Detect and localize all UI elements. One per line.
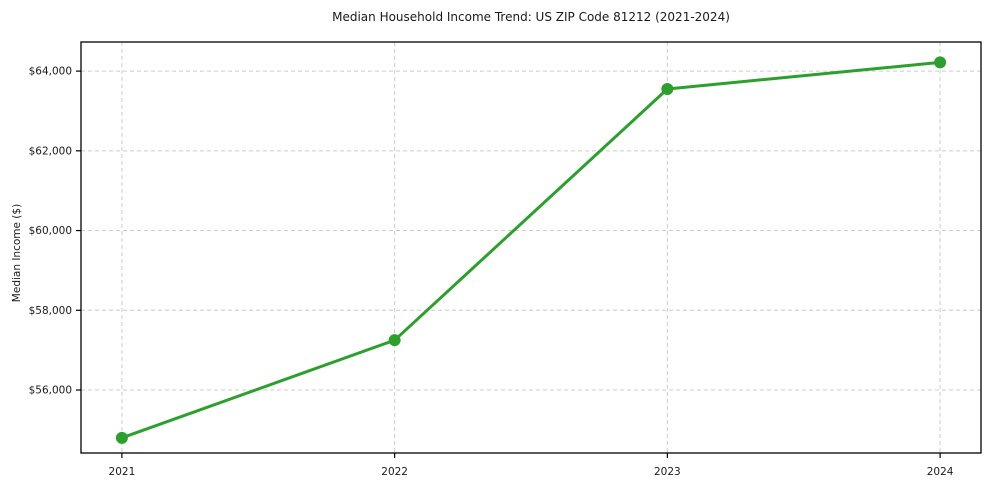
y-tick-label: $62,000: [29, 145, 72, 157]
plot-border: [80, 41, 982, 454]
y-tick-label: $60,000: [29, 225, 72, 237]
data-point-2023: [661, 83, 674, 96]
y-tick-label: $56,000: [29, 385, 72, 397]
data-point-2022: [388, 334, 401, 347]
chart-title: Median Household Income Trend: US ZIP Co…: [332, 10, 730, 24]
trend-line: [120, 60, 942, 440]
data-point-2024: [934, 56, 947, 69]
x-tick-label: 2022: [381, 466, 408, 478]
x-tick-label: 2024: [927, 466, 954, 478]
x-tick-label: 2021: [109, 466, 136, 478]
y-tick-label: $58,000: [29, 305, 72, 317]
data-point-2021: [115, 431, 128, 444]
x-tick-label: 2023: [654, 466, 681, 478]
y-tick-label: $64,000: [29, 66, 72, 78]
